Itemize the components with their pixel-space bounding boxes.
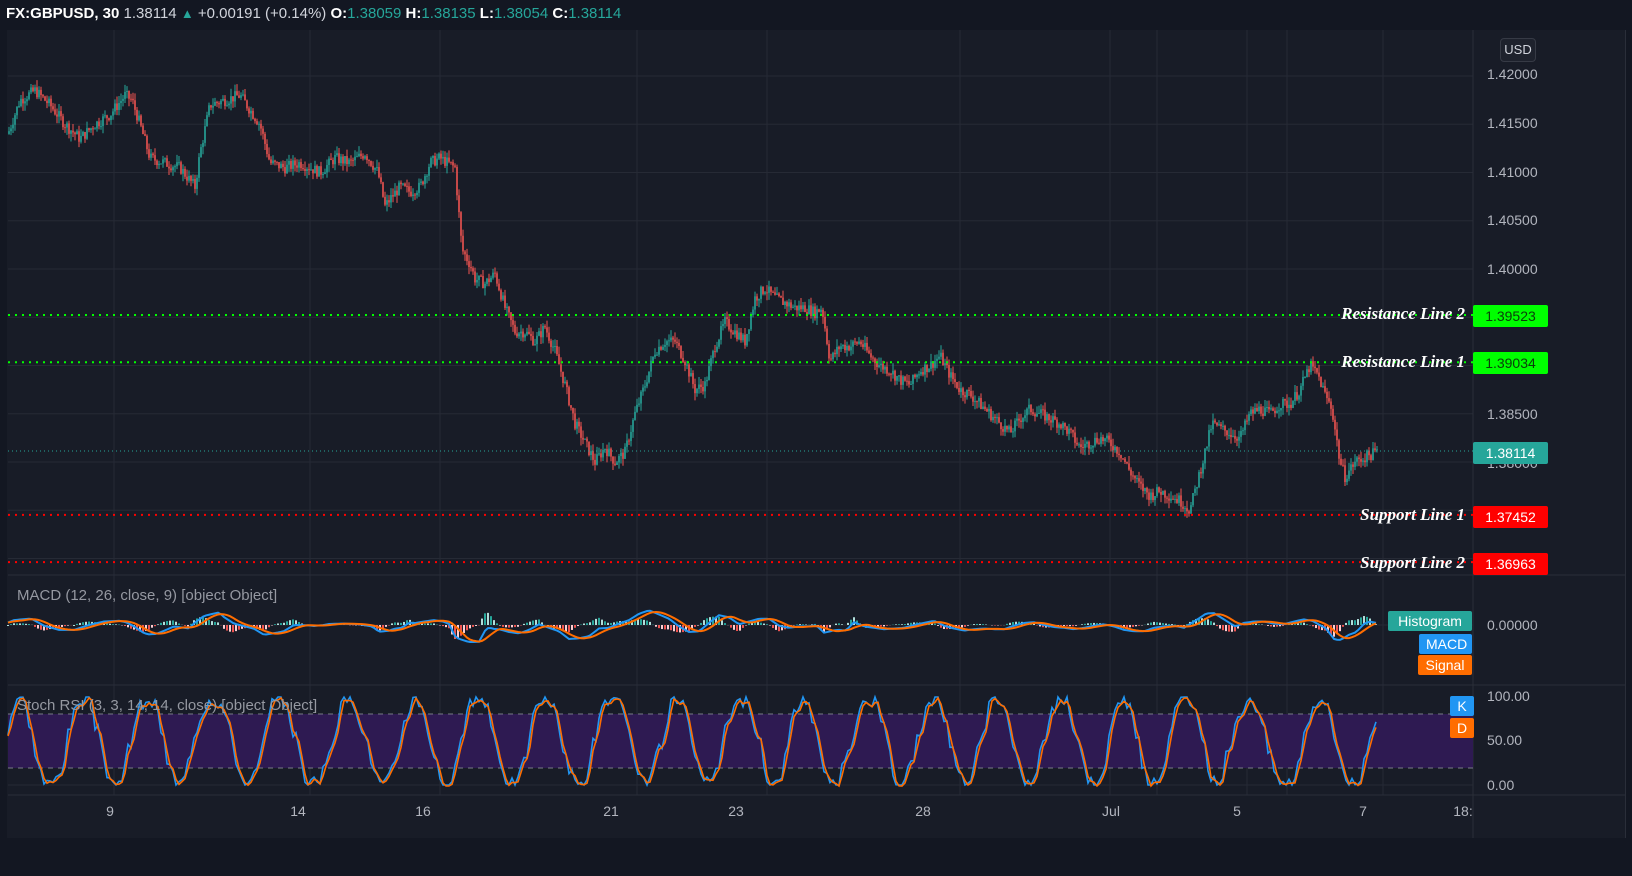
price-tick: 1.41500 bbox=[1487, 115, 1538, 131]
time-label: 9 bbox=[106, 803, 114, 819]
close-label: C: bbox=[552, 5, 569, 22]
resistance-line-2-price: 1.39523 bbox=[1473, 305, 1548, 327]
time-label: 14 bbox=[290, 803, 306, 819]
macd-legend-signal: Signal bbox=[1418, 655, 1472, 675]
time-label: 18: bbox=[1453, 803, 1473, 819]
time-label: 28 bbox=[915, 803, 931, 819]
level-lines bbox=[8, 314, 1473, 564]
resistance-line-1-label: Resistance Line 1 bbox=[1341, 352, 1465, 371]
open-value: 1.38059 bbox=[347, 5, 402, 22]
price-tick: 1.40000 bbox=[1487, 261, 1538, 277]
symbol-header: FX:GBPUSD, 30 1.38114 ▲ +0.00191 (+0.14%… bbox=[6, 3, 621, 25]
price-tick: 1.41000 bbox=[1487, 164, 1538, 180]
price-tick: 1.40500 bbox=[1487, 212, 1538, 228]
triangle-up-icon: ▲ bbox=[180, 6, 194, 21]
resistance-line-2-label: Resistance Line 2 bbox=[1341, 304, 1465, 323]
time-label: 16 bbox=[415, 803, 431, 819]
stoch-tick-100: 100.00 bbox=[1487, 688, 1530, 704]
stoch-band bbox=[8, 714, 1473, 768]
symbol-name[interactable]: FX:GBPUSD, 30 bbox=[6, 5, 120, 22]
stoch-rsi-plot bbox=[7, 694, 1473, 788]
stoch-legend-d: D bbox=[1450, 718, 1474, 738]
macd-legend-histogram: Histogram bbox=[1388, 611, 1472, 631]
macd-plot bbox=[7, 609, 1377, 644]
currency-selector[interactable]: USD bbox=[1500, 38, 1536, 62]
support-line-1-price: 1.37452 bbox=[1473, 506, 1548, 528]
macd-title[interactable]: MACD (12, 26, close, 9) [object Object] bbox=[17, 587, 278, 604]
high-value: 1.38135 bbox=[421, 5, 476, 22]
price-tick: 1.42000 bbox=[1487, 66, 1538, 82]
low-value: 1.38054 bbox=[493, 5, 549, 22]
stoch-tick-50: 50.00 bbox=[1487, 732, 1523, 748]
time-label: Jul bbox=[1102, 803, 1120, 819]
time-label: 23 bbox=[728, 803, 744, 819]
high-label: H: bbox=[405, 5, 422, 22]
low-label: L: bbox=[479, 5, 494, 22]
stoch-rsi-title[interactable]: Stoch RSI (3, 3, 14, 14, close) [object … bbox=[17, 697, 318, 714]
macd-axis-value: 0.00000 bbox=[1487, 617, 1538, 633]
open-label: O: bbox=[330, 5, 348, 22]
resistance-line-1-price: 1.39034 bbox=[1473, 352, 1548, 374]
support-line-1-label: Support Line 1 bbox=[1360, 505, 1465, 524]
support-line-2-label: Support Line 2 bbox=[1360, 553, 1465, 572]
price-change: +0.00191 (+0.14%) bbox=[197, 5, 327, 22]
current-price-tag: 1.38114 bbox=[1473, 442, 1548, 464]
stoch-legend-k: K bbox=[1450, 696, 1474, 716]
time-label: 21 bbox=[603, 803, 619, 819]
time-label: 5 bbox=[1233, 803, 1241, 819]
close-value: 1.38114 bbox=[568, 5, 622, 22]
support-line-2-price: 1.36963 bbox=[1473, 553, 1548, 575]
stoch-tick-0: 0.00 bbox=[1487, 777, 1515, 793]
macd-legend-macd: MACD bbox=[1419, 634, 1472, 654]
last-price: 1.38114 bbox=[123, 5, 177, 22]
price-candles bbox=[8, 80, 1378, 518]
time-label: 7 bbox=[1359, 803, 1367, 819]
price-tick: 1.38500 bbox=[1487, 406, 1538, 422]
